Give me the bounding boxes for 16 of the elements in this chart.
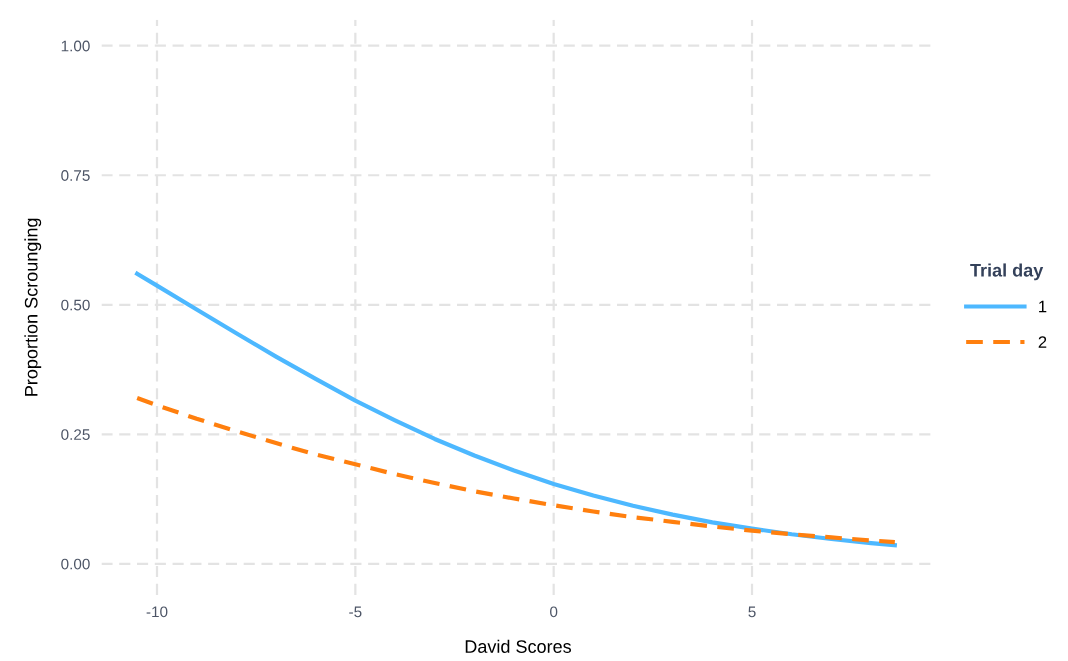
x-tick-label: -5 [349,606,362,618]
y-tick-label: 0.25 [61,429,90,440]
x-tick-label: 0 [550,606,558,618]
line-series [135,271,897,548]
y-tick-label: 0.75 [61,170,90,181]
x-tick-label: -10 [146,606,168,618]
legend-title: Trial day [970,263,1044,281]
x-tick-label: 5 [748,606,756,618]
y-tick-label: 0.50 [61,299,90,311]
y-tick-label: 0.00 [61,558,90,570]
line-series [135,395,897,545]
legend-label: 2 [1038,336,1047,348]
x-axis-title: David Scores [465,639,572,653]
y-tick-label: 1.00 [61,40,90,52]
legend-label: 1 [1039,300,1047,313]
y-axis-title: Proportion Scrounging [24,218,42,396]
